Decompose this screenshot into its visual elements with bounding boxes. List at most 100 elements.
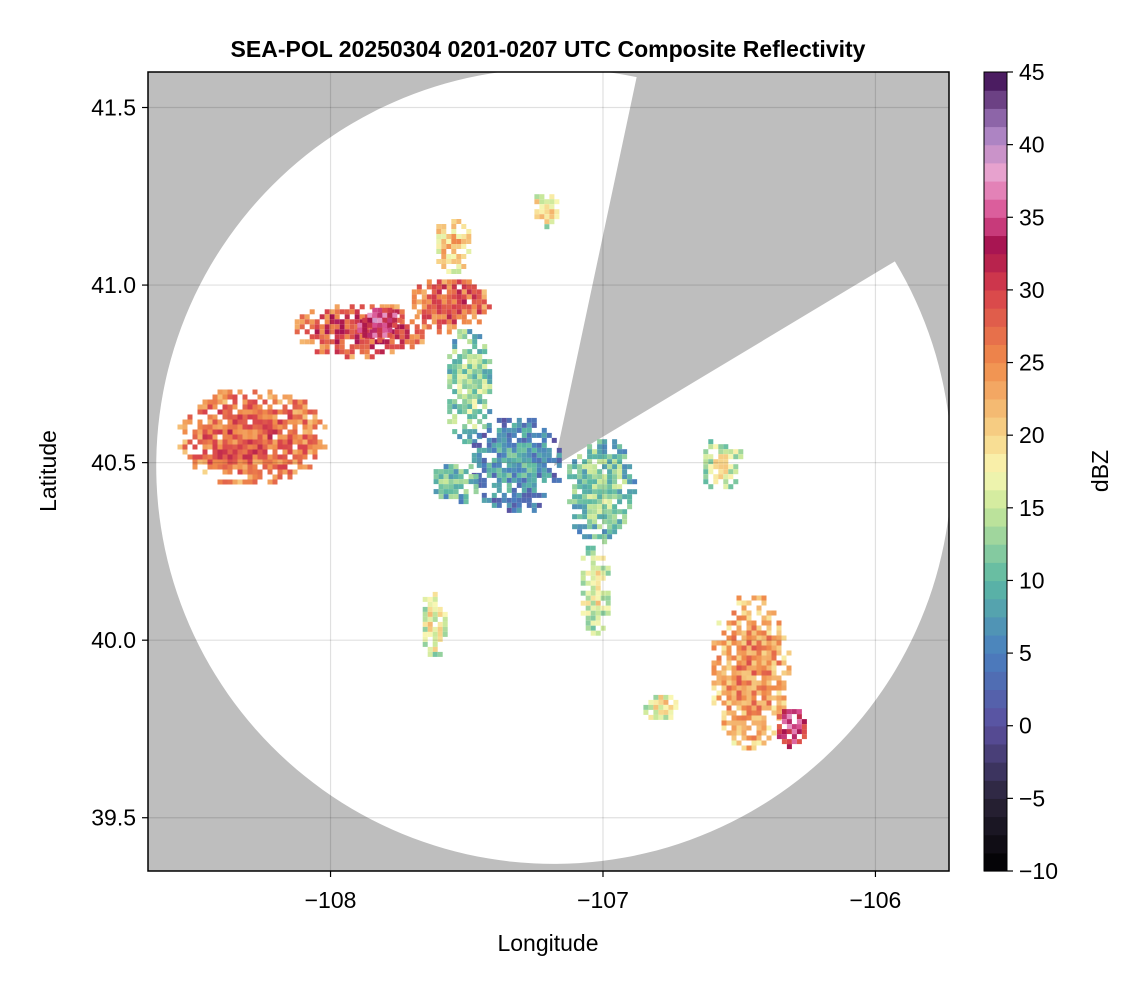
echo-pixel <box>721 725 727 731</box>
echo-pixel <box>506 477 512 483</box>
echo-pixel <box>463 469 469 475</box>
echo-pixel <box>736 720 742 726</box>
echo-pixel <box>531 462 537 468</box>
echo-pixel <box>309 324 315 330</box>
echo-pixel <box>438 474 444 480</box>
colorbar-bin <box>984 544 1007 563</box>
echo-pixel <box>751 665 757 671</box>
echo-pixel <box>786 744 792 750</box>
echo-pixel <box>736 675 742 681</box>
echo-pixel <box>585 570 591 576</box>
colorbar-bin <box>984 362 1007 382</box>
echo-pixel <box>384 304 390 310</box>
echo-pixel <box>731 735 737 741</box>
echo-pixel <box>723 444 729 450</box>
echo-pixel <box>711 665 717 671</box>
echo-pixel <box>411 294 417 300</box>
echo-pixel <box>531 452 537 458</box>
echo-pixel <box>751 640 757 646</box>
echo-pixel <box>447 404 453 410</box>
echo-pixel <box>534 194 540 200</box>
echo-pixel <box>349 349 355 355</box>
echo-pixel <box>516 492 522 498</box>
echo-pixel <box>329 329 335 335</box>
echo-pixel <box>466 289 472 295</box>
colorbar-bin <box>984 743 1007 763</box>
echo-pixel <box>786 714 792 720</box>
echo-pixel <box>731 630 737 636</box>
echo-pixel <box>372 327 378 333</box>
echo-pixel <box>344 349 350 355</box>
echo-pixel <box>394 334 400 340</box>
echo-pixel <box>294 319 300 325</box>
echo-pixel <box>482 384 488 390</box>
echo-pixel <box>551 477 557 483</box>
echo-pixel <box>212 444 218 450</box>
echo-pixel <box>292 454 298 460</box>
echo-pixel <box>776 625 782 631</box>
echo-pixel <box>721 630 727 636</box>
echo-pixel <box>262 444 268 450</box>
echo-pixel <box>456 299 462 305</box>
echo-pixel <box>472 374 478 380</box>
echo-southeast-small <box>643 694 679 720</box>
echo-pixel <box>272 439 278 445</box>
echo-pixel <box>367 312 373 318</box>
colorbar-tick-label: 40 <box>1019 132 1045 158</box>
echo-pixel <box>222 424 228 430</box>
echo-pixel <box>436 239 442 244</box>
echo-pixel <box>227 479 233 485</box>
echo-pixel <box>456 239 462 244</box>
echo-pixel <box>448 474 454 480</box>
echo-pixel <box>443 474 449 480</box>
echo-pixel <box>595 620 601 626</box>
echo-pixel <box>461 234 467 239</box>
echo-pixel <box>227 464 233 470</box>
echo-pixel <box>751 675 757 681</box>
echo-pixel <box>607 519 613 525</box>
echo-pixel <box>711 670 717 676</box>
echo-pixel <box>277 464 283 470</box>
echo-pixel <box>648 714 654 720</box>
echo-pixel <box>477 364 483 370</box>
colorbar-tick-label: −5 <box>1019 785 1045 811</box>
echo-pixel <box>549 199 555 205</box>
echo-pixel <box>622 469 628 475</box>
echo-pixel <box>446 324 452 330</box>
echo-pixel <box>232 444 238 450</box>
echo-pixel <box>287 429 293 435</box>
echo-pixel <box>592 514 598 520</box>
echo-pixel <box>617 469 623 475</box>
echo-pixel <box>222 414 228 420</box>
echo-pixel <box>344 309 350 315</box>
colorbar-bin <box>984 798 1007 818</box>
echo-pixel <box>344 334 350 340</box>
echo-pixel <box>577 474 583 480</box>
echo-pixel <box>257 429 263 435</box>
echo-pixel <box>602 454 608 460</box>
echo-pixel <box>726 660 732 666</box>
echo-pixel <box>481 482 487 488</box>
colorbar-bins <box>984 72 1007 872</box>
echo-pixel <box>531 447 537 453</box>
echo-pixel <box>257 419 263 425</box>
echo-pixel <box>602 534 608 540</box>
echo-pixel <box>344 314 350 320</box>
echo-pixel <box>731 680 737 686</box>
colorbar-tick-label: 45 <box>1019 59 1045 85</box>
echo-pixel <box>227 394 233 400</box>
echo-pixel <box>736 700 742 706</box>
echo-pixel <box>541 457 547 463</box>
echo-pixel <box>431 304 437 310</box>
echo-pixel <box>597 499 603 505</box>
echo-pixel <box>592 489 598 495</box>
echo-pixel <box>526 427 532 433</box>
echo-pixel <box>247 424 253 430</box>
echo-pixel <box>207 404 213 410</box>
echo-pixel <box>746 650 752 656</box>
echo-pixel <box>452 414 458 420</box>
echo-pixel <box>457 434 463 440</box>
echo-pixel <box>531 492 537 498</box>
echo-pixel <box>461 289 467 295</box>
